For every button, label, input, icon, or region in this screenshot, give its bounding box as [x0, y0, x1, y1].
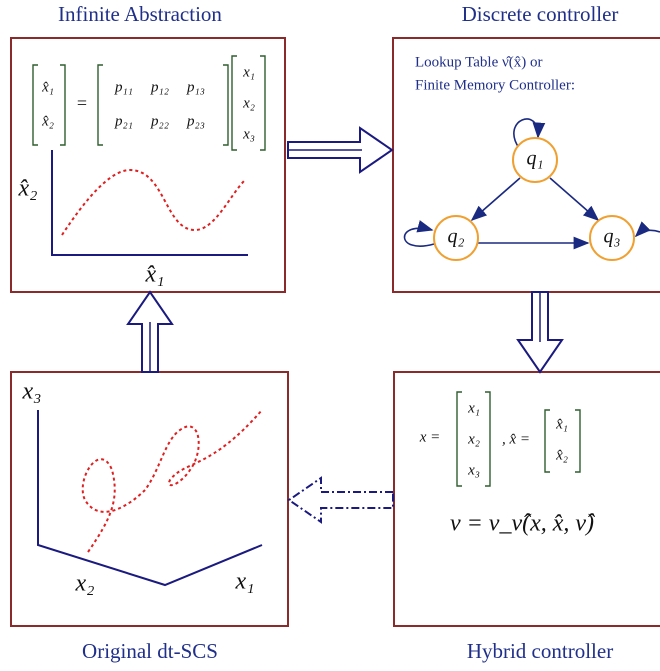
edge — [470, 177, 521, 222]
bracket — [231, 55, 266, 151]
bracket — [32, 64, 66, 146]
axes — [37, 410, 263, 587]
title: Infinite Abstraction — [58, 2, 222, 26]
rhs: x₁ — [242, 64, 255, 80]
entry: p₂₁ — [114, 113, 133, 129]
title: Hybrid controller — [467, 639, 613, 663]
axis-label: x₂ — [75, 571, 95, 597]
axis-label: x₁ — [235, 569, 255, 595]
vec: x₃ — [467, 462, 480, 478]
bracket — [456, 391, 491, 487]
label: x = — [419, 429, 441, 445]
node — [589, 215, 635, 261]
title: Discrete controller — [462, 2, 619, 26]
lhs: x̂₂ — [41, 113, 54, 129]
node-label: q₃ — [604, 226, 621, 248]
lhs: x̂₁ — [41, 79, 54, 95]
entry: p₂₂ — [150, 113, 169, 129]
self-loop — [403, 220, 435, 247]
rhs: x₂ — [242, 95, 255, 111]
trajectory — [81, 409, 263, 553]
axes — [51, 150, 248, 256]
title: Original dt-SCS — [82, 639, 218, 663]
abstraction-box — [10, 37, 286, 293]
node-label: q₂ — [448, 226, 465, 248]
text-line: Lookup Table ν̂(x̂) or — [415, 54, 543, 70]
label: , x̂ = — [502, 431, 530, 447]
axis-label: x₃ — [22, 379, 42, 405]
trajectory — [61, 168, 246, 236]
entry: p₂₃ — [186, 113, 205, 129]
node-label: q₁ — [527, 148, 544, 170]
vec: x̂₂ — [555, 447, 568, 463]
axis-label: x̂₁ — [145, 262, 165, 288]
vec: x₂ — [467, 431, 480, 447]
entry: p₁₂ — [150, 79, 169, 95]
vec: x₁ — [467, 400, 480, 416]
equation: ν = ν_ν̂(x, x̂, ν̂) — [450, 511, 595, 537]
self-loop — [634, 221, 660, 238]
node — [512, 137, 558, 183]
equals: = — [77, 93, 87, 113]
bracket — [544, 409, 581, 473]
axis-label: x̂₂ — [18, 176, 38, 202]
bracket — [97, 64, 229, 146]
rhs: x₃ — [242, 126, 255, 142]
hybrid-box — [393, 371, 660, 627]
vec: x̂₁ — [555, 416, 568, 432]
entry: p₁₁ — [114, 79, 133, 95]
node — [433, 215, 479, 261]
discrete-box — [392, 37, 660, 293]
entry: p₁₃ — [186, 79, 205, 95]
edge — [549, 177, 600, 222]
arrow-left — [287, 476, 394, 524]
text-line: Finite Memory Controller: — [415, 77, 575, 93]
self-loop — [513, 118, 546, 149]
